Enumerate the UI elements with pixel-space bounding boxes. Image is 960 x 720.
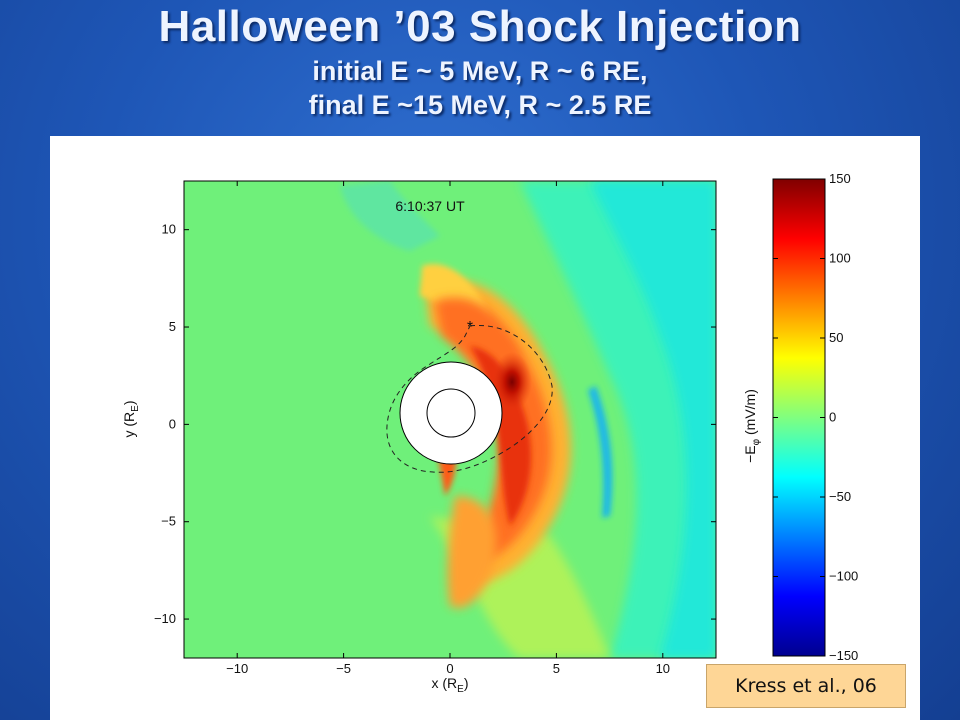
slide-title: Halloween ’03 Shock Injection (158, 2, 802, 51)
colorbar-label-group: −Eφ (mV/m) (742, 389, 762, 463)
y-tick-label: 5 (169, 319, 176, 334)
colorbar-tick-label: 50 (829, 330, 843, 345)
y-tick-label: −10 (154, 611, 176, 626)
x-axis-label: x (RE) (431, 675, 468, 695)
heatmap-upper-cyan-patch (340, 181, 440, 251)
colorbar-tick-label: −150 (829, 648, 858, 663)
slide-subtitle-initial: initial E ~ 5 MeV, R ~ 6 RE, (312, 56, 648, 86)
particle-marker: * (467, 319, 473, 336)
x-tick-label: −10 (226, 661, 248, 676)
y-axis-label: y (RE) (121, 400, 141, 437)
citation-text: Kress et al., 06 (735, 675, 877, 697)
colorbar-tick-label: 150 (829, 171, 851, 186)
colorbar-tick-label: −100 (829, 569, 858, 584)
timestamp-annotation: 6:10:37 UT (395, 198, 465, 214)
colorbar-ticks: 150 100 50 0 −50 −100 −150 (773, 171, 858, 663)
shock-peak-hotspot (492, 352, 532, 412)
y-axis-label-group: y (RE) (121, 400, 141, 437)
slide-subtitle-final: final E ~15 MeV, R ~ 2.5 RE (308, 90, 652, 120)
y-tick-label: −5 (161, 514, 176, 529)
x-axis-ticks: −10 −5 0 5 10 (226, 181, 670, 676)
heatmap-cyan-region-outer (590, 181, 716, 658)
y-tick-label: 0 (169, 416, 176, 431)
figure-panel: * 6:10:37 UT −10 −5 0 5 10 10 5 0 −5 −10 x (RE) … (50, 136, 920, 720)
y-axis-ticks: 10 5 0 −5 −10 (154, 222, 716, 626)
x-tick-label: 5 (553, 661, 560, 676)
colorbar-label: −Eφ (mV/m) (742, 389, 762, 463)
colorbar-tick-label: 0 (829, 410, 836, 425)
x-tick-label: 10 (656, 661, 670, 676)
heatmap-negative-stripe (588, 386, 613, 518)
colorbar (772, 178, 826, 657)
citation-box: Kress et al., 06 (706, 664, 906, 708)
heatmap-field: * (184, 181, 716, 658)
colorbar-tick-label: −50 (829, 489, 851, 504)
colorbar-tick-label: 100 (829, 251, 851, 266)
earth-inner-boundary (426, 388, 476, 438)
x-tick-label: −5 (336, 661, 351, 676)
y-tick-label: 10 (162, 222, 176, 237)
shock-crescent-south (447, 496, 497, 608)
x-tick-label: 0 (446, 661, 453, 676)
particle-drift-path (386, 324, 553, 473)
